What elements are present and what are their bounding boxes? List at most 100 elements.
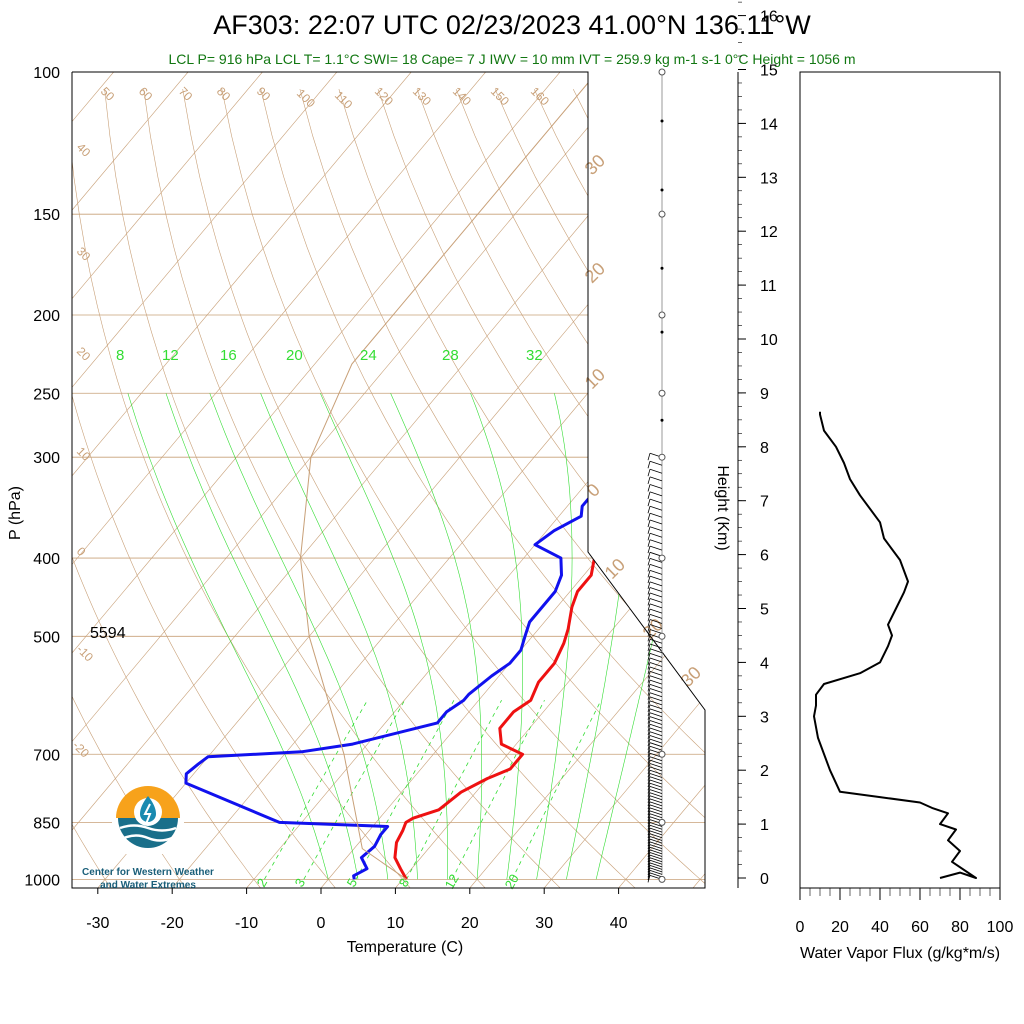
wind-barb [649,539,663,545]
wind-barb-flag [647,872,651,880]
wind-barb-flag [647,484,651,492]
isotherm-line [72,72,486,888]
dry-adiabat-line [847,89,1024,896]
wind-barb [649,782,663,788]
wind-barb [649,696,663,702]
wind-barb [649,759,663,765]
dewpoint-profile [184,494,593,880]
height-tick-label: 5 [760,602,769,619]
wind-barb-flag [647,539,651,547]
wind-barb-flag [647,545,651,554]
wind-barb-flag [647,603,651,611]
isotherm-label: 30 [581,151,609,179]
flux-tick-label: 40 [871,919,889,936]
wind-barb-flag [647,825,651,833]
height-tick-label: 9 [760,386,769,403]
moist-adiabat-line [390,393,483,880]
wind-barb [649,700,663,706]
wind-barb [649,786,663,791]
wind-barb-flag [647,727,651,736]
wind-barb [649,569,663,575]
wind-barb [649,763,663,768]
wind-station-marker [658,210,666,218]
moist-adiabat-label: 8 [116,347,124,364]
height-tick-label: 16 [760,9,778,26]
wind-barb [649,666,663,672]
wind-barb-flag [647,552,651,560]
dry-adiabat-label: 0 [74,544,89,559]
wind-barb [649,671,663,676]
wind-barb-flag [647,766,651,775]
wind-barb-flag [647,476,651,485]
wind-barb-flag [647,783,651,791]
temp-tick-label: 30 [535,915,553,932]
isotherm-line [97,72,705,888]
wind-barb-flag [647,857,651,865]
wind-barb [649,648,663,654]
temp-tick-label: 20 [461,915,479,932]
dry-adiabat-label: 100 [294,86,318,110]
wind-barb-flag [647,738,651,747]
wind-barb-flag [647,813,651,821]
wind-barb-flag [647,629,651,637]
moist-adiabat-line [260,393,418,880]
wind-barb [649,629,663,634]
wind-barb [649,745,663,751]
wind-barb-flag [647,519,651,528]
wind-barb-flag [647,773,651,781]
dry-adiabat-label: -20 [70,738,92,760]
wind-barb [649,804,663,810]
wind-barb-flag [647,855,651,863]
moist-adiabat-line [320,393,448,880]
wind-barb-flag [647,643,651,652]
height-500-label: 5594 [90,625,126,642]
temp-tick-label: -30 [86,915,109,932]
height-tick-label: 15 [760,63,778,80]
wind-barb-flag [647,639,651,647]
moist-adiabat-line [127,393,329,880]
flux-axis-label: Water Vapor Flux (g/kg*m/s) [800,945,1000,962]
pressure-tick-label: 300 [33,450,60,467]
wind-barb-flag [647,801,651,810]
mixing-ratio-line [451,700,545,880]
wind-station-marker [658,554,666,562]
pressure-tick-label: 250 [33,386,60,403]
wind-barb [649,720,663,725]
wind-barb [649,558,663,563]
wind-barb [649,491,663,497]
moist-adiabat-line [536,393,573,880]
wind-barb-flag [647,816,651,824]
wind-barb-flag [647,731,651,739]
pressure-tick-label: 850 [33,815,60,832]
dry-adiabat-line [182,89,645,888]
pressure-tick-label: 500 [33,629,60,646]
wind-barb [649,738,663,744]
wind-barb-flag [647,679,651,688]
pressure-tick-label: 100 [33,65,60,82]
wind-barb-flag [647,867,651,876]
parcel-path [300,72,598,880]
wind-barb-flag [647,453,651,461]
wind-barb [649,608,663,614]
wind-barb-flag [647,786,651,794]
isotherm-line [395,72,705,888]
dry-adiabat-line [690,88,705,888]
wind-barb-flag [647,564,651,572]
wind-barb-flag [647,491,651,500]
dry-adiabat-label: 20 [74,344,94,364]
dry-adiabat-line [72,89,419,888]
wind-barb-flag [647,807,651,816]
wind-barb [649,727,663,733]
isotherm-label: 10 [581,365,609,393]
height-tick-label: 0 [760,871,769,888]
wind-barb-flag [647,760,651,768]
wind-barb-flag [647,558,651,566]
wind-barb [649,859,663,865]
moist-adiabat-label: 28 [442,347,459,364]
height-tick-label: 6 [760,548,769,565]
wind-barb [649,545,663,551]
wind-barb-flag [647,860,651,868]
wind-barb-flag [647,779,651,788]
mixing-ratio-line [355,700,455,880]
wind-barb [649,476,663,482]
